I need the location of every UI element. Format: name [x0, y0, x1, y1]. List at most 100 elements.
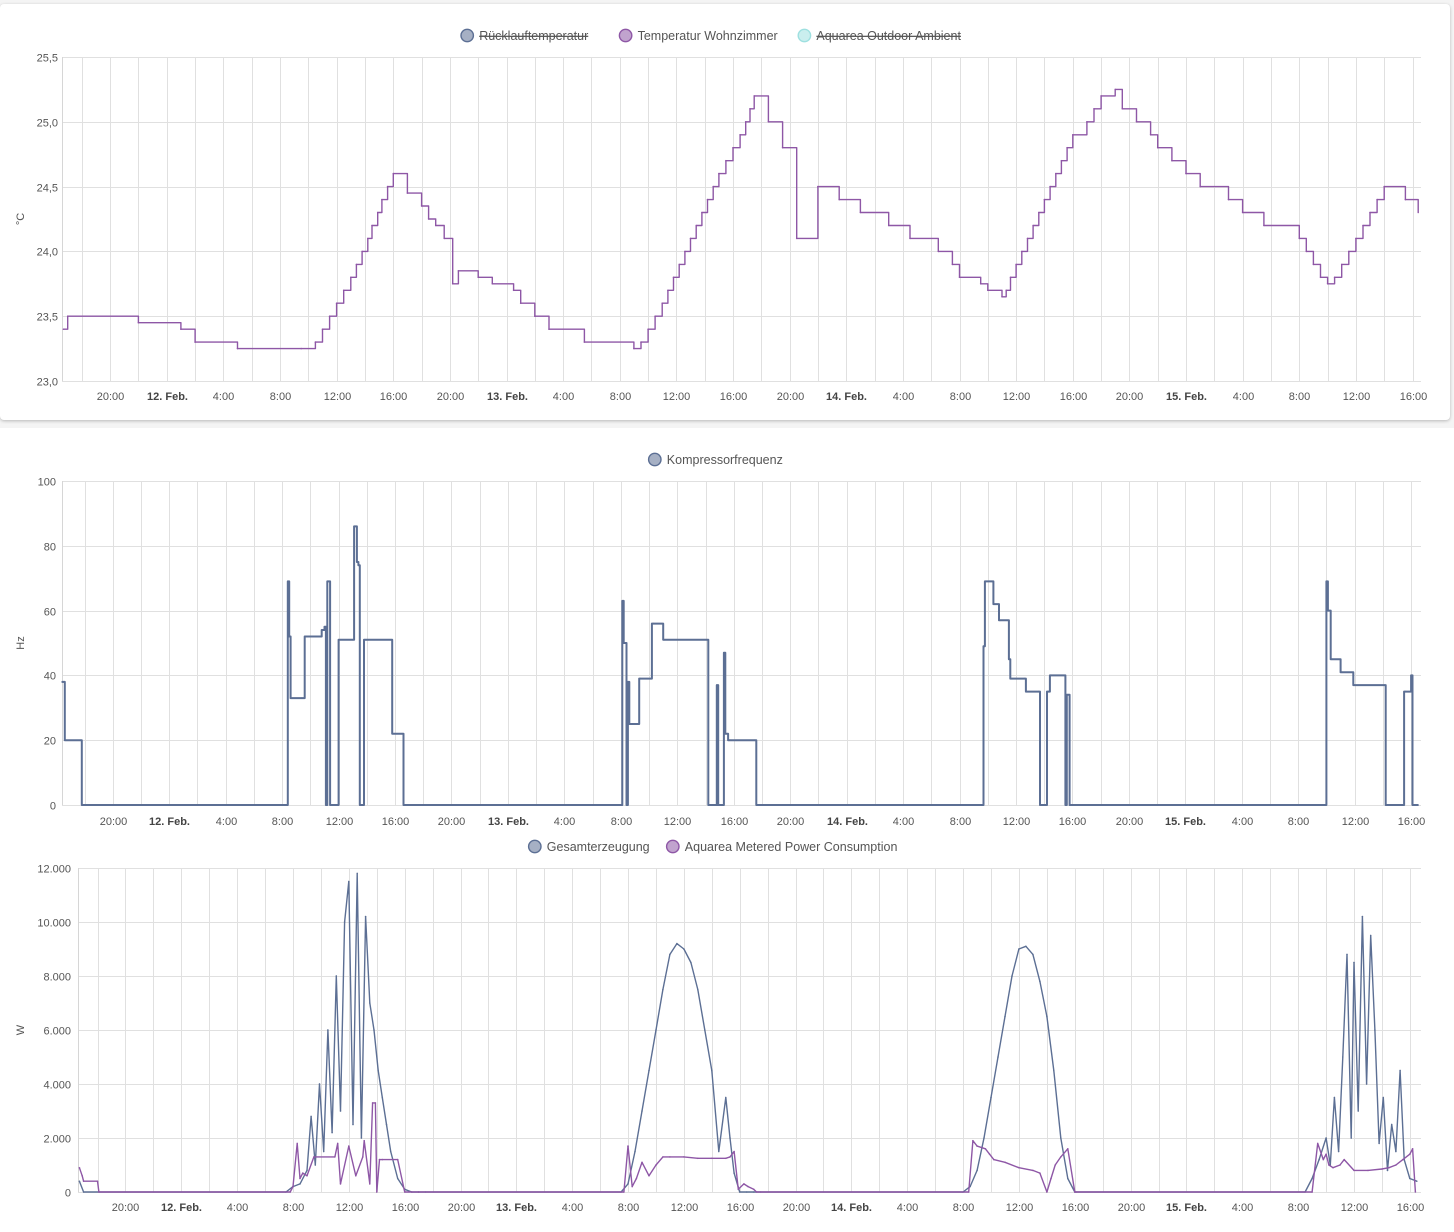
data-point	[1049, 185, 1051, 188]
data-point	[733, 1172, 735, 1174]
y-tick-label: 24,0	[37, 247, 58, 259]
legend-item[interactable]: Rücklauftemperatur	[460, 28, 588, 43]
legend-label[interactable]: Temperatur Wohnzimmer	[638, 29, 778, 43]
data-point	[1353, 684, 1356, 686]
x-tick-label: 16:00	[1059, 816, 1087, 828]
data-point	[648, 1175, 650, 1177]
x-tick-label: 13. Feb.	[496, 1202, 537, 1214]
x-tick-label: 12:00	[1341, 1202, 1369, 1214]
data-point	[300, 347, 303, 350]
data-point	[1383, 684, 1386, 686]
data-point	[1100, 95, 1102, 97]
legend-swatch[interactable]	[527, 839, 542, 854]
y-tick-label: 6.000	[43, 1026, 71, 1038]
data-point	[1086, 121, 1088, 123]
data-point	[534, 315, 536, 318]
data-point	[81, 1175, 83, 1177]
x-tick-label: 8:00	[950, 391, 971, 403]
data-point	[634, 1150, 636, 1153]
data-point	[137, 321, 140, 324]
data-point	[1066, 146, 1068, 149]
data-point	[1311, 1177, 1313, 1180]
data-point	[352, 1123, 354, 1126]
legend-swatch[interactable]	[618, 28, 633, 43]
data-point	[984, 580, 986, 583]
legend-swatch[interactable]	[460, 28, 475, 43]
data-point	[718, 1150, 720, 1153]
data-point	[1343, 1158, 1345, 1161]
legend-label[interactable]: Aquarea Outdoor Ambient	[816, 29, 961, 43]
data-point	[662, 1156, 664, 1158]
y-tick-label: 8.000	[43, 972, 71, 984]
data-point	[998, 619, 1000, 622]
x-tick-label: 8:00	[1288, 1202, 1309, 1214]
data-point	[583, 341, 586, 343]
legend-item[interactable]: Aquarea Metered Power Consumption	[665, 839, 898, 854]
legend-item[interactable]: Aquarea Outdoor Ambient	[797, 28, 961, 43]
data-point	[718, 172, 720, 175]
data-point	[1135, 121, 1138, 123]
data-point	[1378, 1142, 1380, 1145]
y-tick-label: 10.000	[37, 918, 71, 930]
data-point	[314, 1164, 317, 1166]
data-point	[744, 121, 747, 123]
data-point	[1114, 88, 1116, 91]
y-axis-unit: W	[15, 1024, 27, 1035]
data-point	[993, 1158, 995, 1161]
data-point	[1068, 804, 1071, 806]
data-point	[1417, 211, 1419, 214]
data-point	[984, 1148, 987, 1150]
data-point	[749, 108, 751, 110]
legend-item[interactable]: Kompressorfrequenz	[647, 452, 783, 467]
data-point	[728, 739, 731, 741]
data-point	[999, 619, 1002, 622]
data-point	[406, 192, 409, 194]
legend-label[interactable]: Kompressorfrequenz	[667, 453, 783, 467]
data-point	[292, 1185, 294, 1188]
x-tick-label: 12:00	[663, 391, 691, 403]
data-point	[1353, 961, 1355, 964]
data-point	[1332, 1166, 1334, 1169]
legend-label[interactable]: Gesamterzeugung	[547, 840, 650, 854]
legend-swatch[interactable]	[665, 839, 680, 854]
data-point	[1039, 804, 1041, 806]
data-point	[976, 1145, 978, 1147]
data-point	[348, 1145, 350, 1147]
data-point	[1386, 1169, 1389, 1172]
legend-swatch[interactable]	[797, 28, 812, 43]
data-point	[704, 1029, 706, 1031]
data-point	[711, 1069, 713, 1072]
data-point	[1060, 1156, 1062, 1158]
data-point	[627, 1145, 629, 1147]
data-point	[81, 804, 83, 806]
data-point	[301, 697, 303, 699]
y-tick-label: 12.000	[37, 864, 71, 876]
data-point	[367, 237, 369, 240]
legend-swatch[interactable]	[647, 452, 662, 467]
data-point	[366, 639, 368, 641]
data-point	[1049, 674, 1051, 677]
data-point	[738, 1191, 741, 1193]
series-line	[78, 872, 1418, 1193]
data-point	[1361, 915, 1364, 918]
data-point	[355, 1175, 357, 1177]
legend-label[interactable]: Rücklauftemperatur	[479, 29, 588, 43]
legend-item[interactable]: Temperatur Wohnzimmer	[618, 28, 778, 43]
data-point	[350, 276, 352, 279]
chart-2: 0 20 40 60 80 100 20:00 12. Feb. 4:00 8:00 12:00 16…	[15, 452, 1425, 828]
data-point	[982, 645, 985, 647]
data-point	[1341, 671, 1343, 673]
data-point	[1227, 198, 1230, 201]
data-point	[396, 1158, 399, 1161]
x-tick-label: 20:00	[1118, 1202, 1146, 1214]
x-tick-label: 12:00	[336, 1202, 364, 1214]
data-point	[663, 639, 666, 641]
data-point	[361, 250, 363, 253]
data-point	[1403, 690, 1405, 693]
x-tick-label: 4:00	[213, 391, 234, 403]
data-point	[724, 732, 727, 735]
data-point	[991, 580, 993, 583]
legend-item[interactable]: Gesamterzeugung	[527, 839, 650, 854]
legend-label[interactable]: Aquarea Metered Power Consumption	[685, 840, 898, 854]
data-point	[1333, 1096, 1336, 1099]
